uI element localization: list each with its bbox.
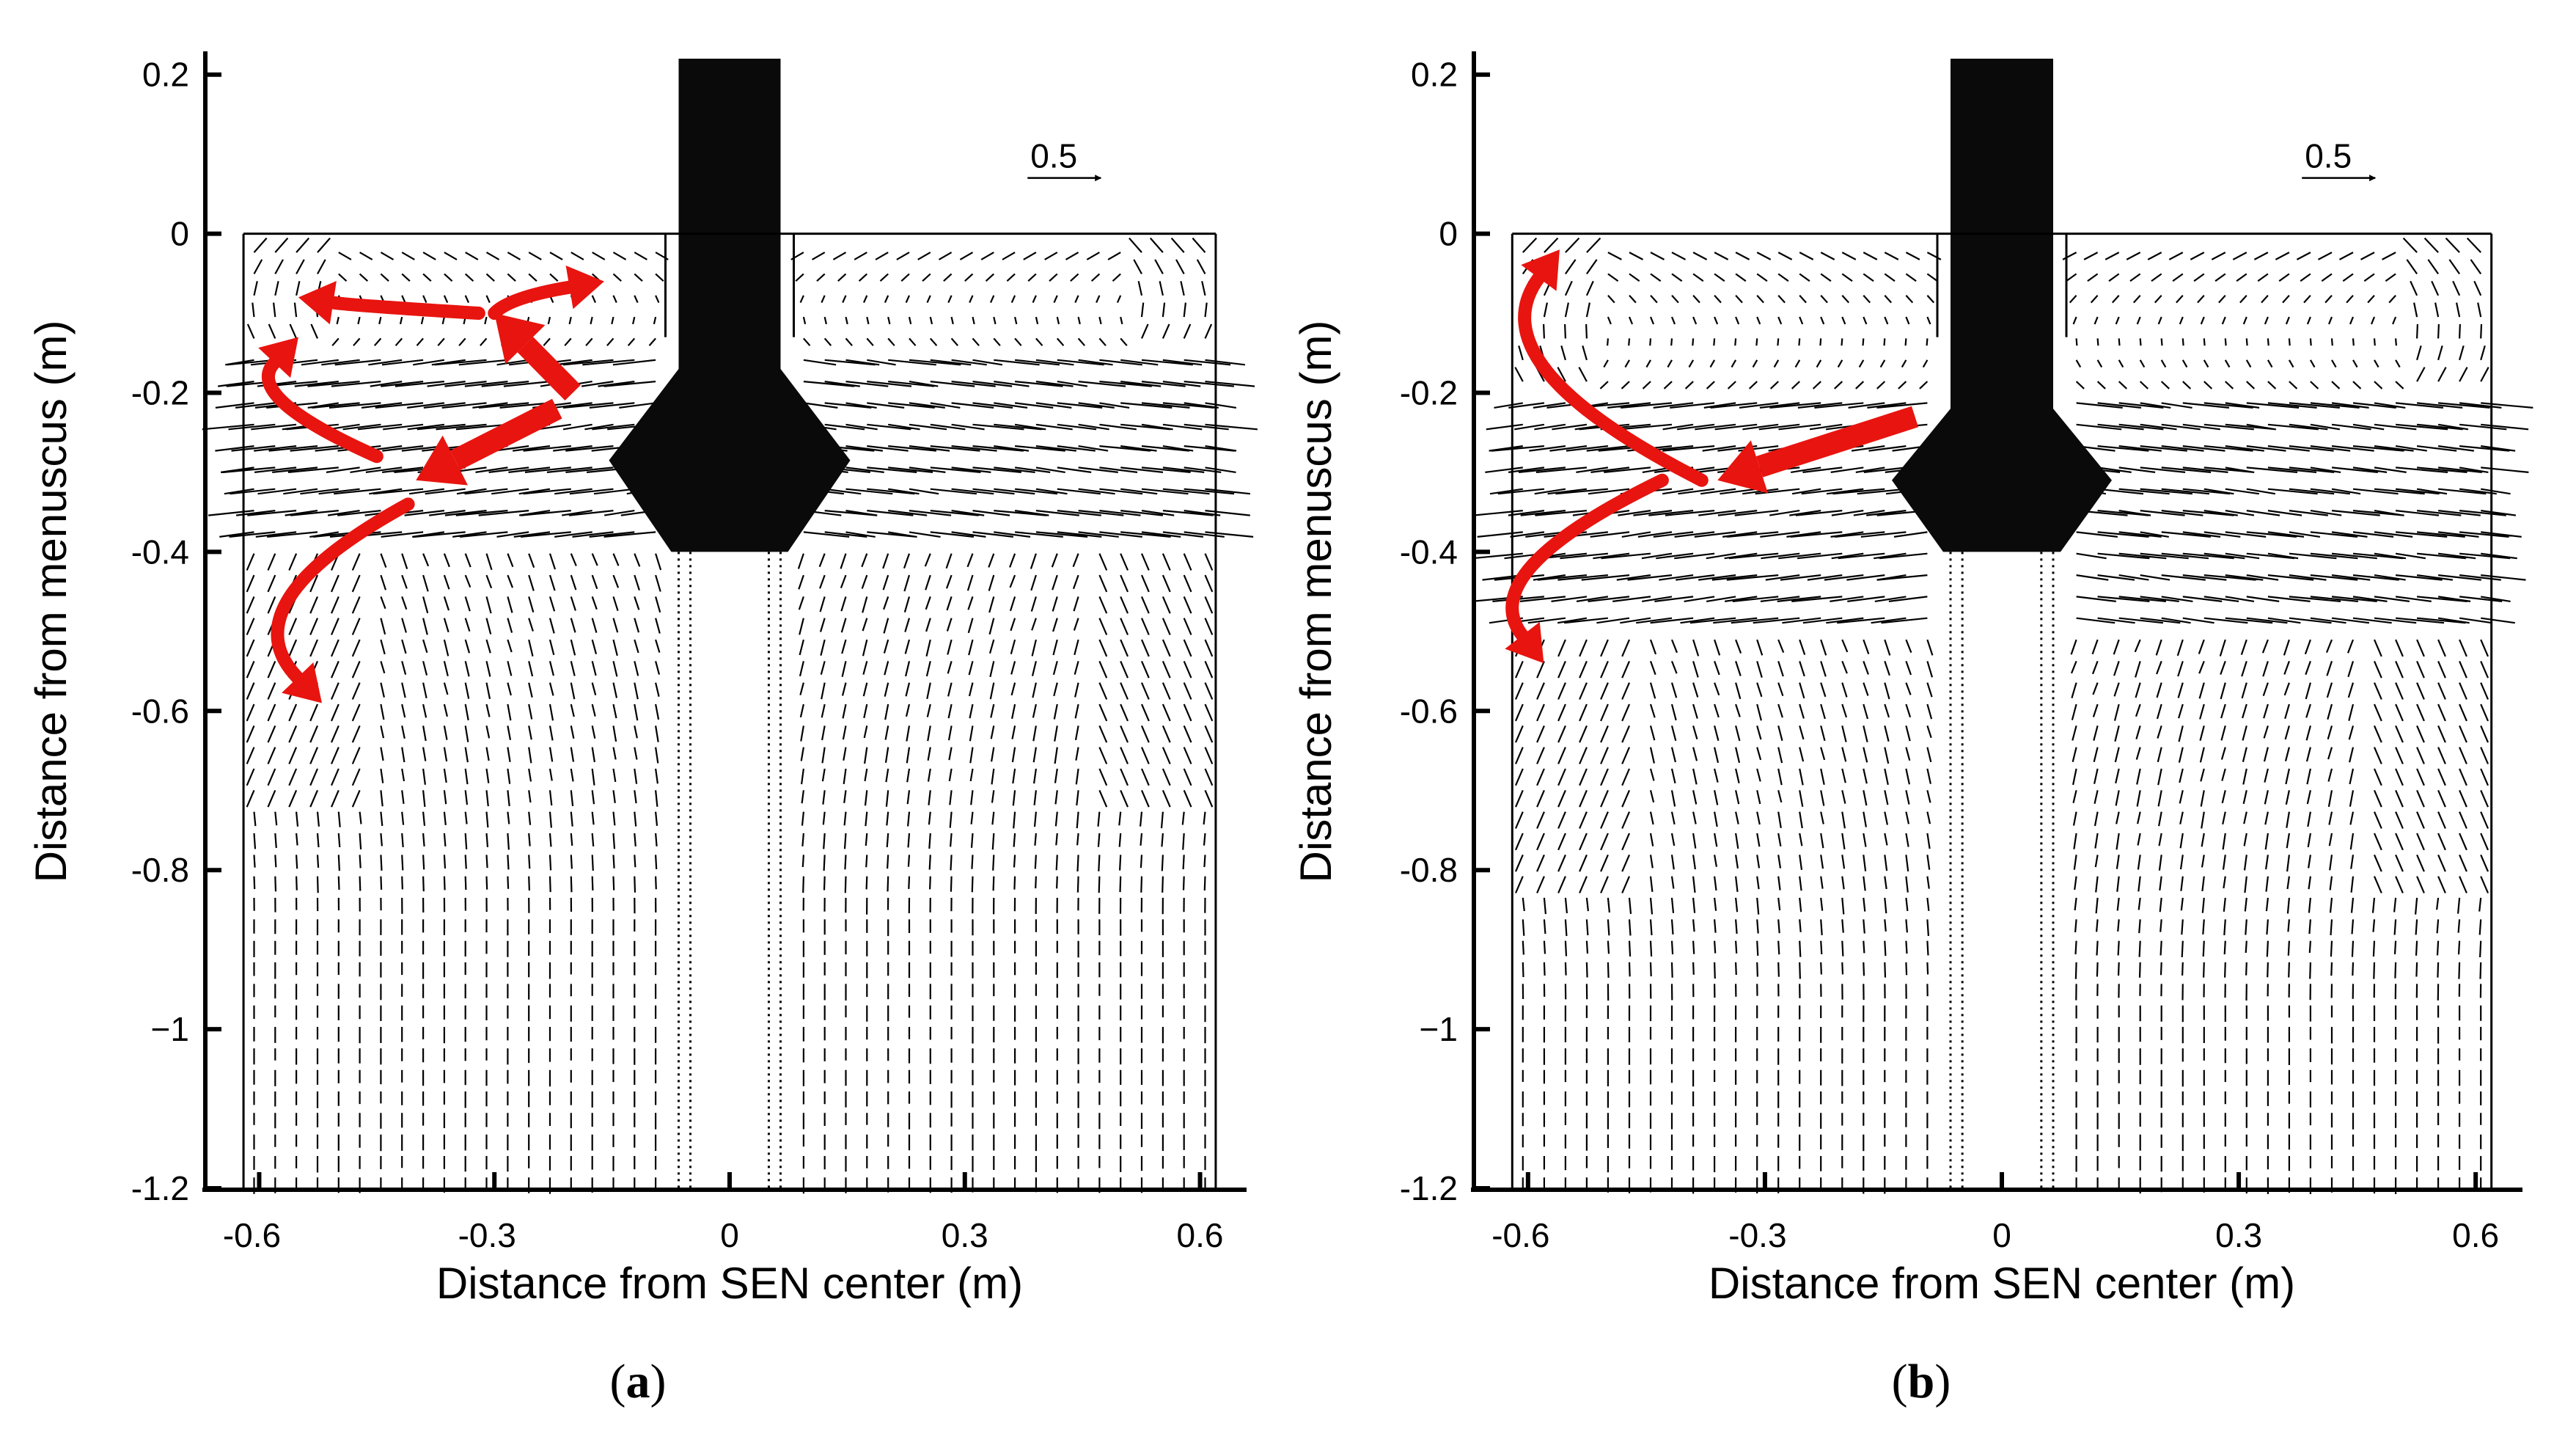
flow-arrow-body <box>517 337 581 401</box>
panel-label: b <box>1908 1355 1935 1408</box>
y-tick-label: −1 <box>1420 1010 1458 1048</box>
x-tick-label: 0.3 <box>2215 1216 2262 1254</box>
y-tick-labels: 0.2 0 -0.2 -0.4 -0.6 -0.8 −1 -1.2 <box>131 56 189 1207</box>
flow-arrow-head <box>494 313 546 365</box>
y-tick-label: -1.2 <box>1400 1169 1458 1207</box>
flow-arrow-head <box>1505 621 1544 664</box>
x-tick-labels: -0.6 -0.3 0 0.3 0.6 <box>1491 1216 2499 1254</box>
x-tick-label: -0.3 <box>1728 1216 1786 1254</box>
velocity-vectors <box>1471 237 2533 1194</box>
panel-b: 0.2 0 -0.2 -0.4 -0.6 -0.8 −1 -1.2 -0.6 -… <box>1291 51 2533 1408</box>
reference-vector-label: 0.5 <box>1030 137 1077 175</box>
flow-arrow-body <box>326 296 485 321</box>
flow-arrow-body <box>271 497 415 684</box>
flow-arrow-head <box>565 266 604 310</box>
sen-jet-column <box>1892 59 2112 552</box>
y-tick-label: 0 <box>170 215 189 253</box>
flow-arrow-head <box>282 662 322 703</box>
y-tick-label: -0.4 <box>131 533 189 571</box>
y-tick-label: -0.2 <box>1400 373 1458 411</box>
x-tick-label: 0.6 <box>2452 1216 2499 1254</box>
mold-outline <box>242 233 1217 1188</box>
axes <box>202 51 1247 1192</box>
y-tick-label: 0.2 <box>142 56 189 94</box>
panel-caption: (a) <box>610 1355 667 1408</box>
flow-arrows <box>258 266 604 703</box>
y-tick-label: −1 <box>151 1010 189 1048</box>
sen-nozzle <box>1892 59 2112 552</box>
x-tick-labels: -0.6 -0.3 0 0.3 0.6 <box>223 1216 1224 1254</box>
flow-arrow-head <box>258 337 298 378</box>
y-tick-label: -0.2 <box>131 373 189 411</box>
flow-arrow-body <box>1518 271 1709 487</box>
reference-vector: 0.5 <box>2302 137 2377 182</box>
vector-field <box>202 237 1258 1194</box>
x-axis-title: Distance from SEN center (m) <box>1709 1259 2295 1308</box>
y-tick-label: -0.4 <box>1400 533 1458 571</box>
y-tick-label: -0.8 <box>131 851 189 889</box>
flow-arrow-head <box>1717 440 1769 494</box>
axes <box>1471 51 2522 1192</box>
mold-outline <box>1511 233 2493 1188</box>
reference-vector-label: 0.5 <box>2305 137 2352 175</box>
y-axis-title: Distance from menuscus (m) <box>1291 321 1340 883</box>
y-tick-label: -0.6 <box>1400 692 1458 730</box>
flow-arrow-head <box>416 435 469 486</box>
x-tick-label: 0.3 <box>942 1216 988 1254</box>
x-tick-label: -0.3 <box>458 1216 516 1254</box>
x-tick-label: 0 <box>1992 1216 2011 1254</box>
flow-arrow-head <box>1521 249 1560 291</box>
y-tick-labels: 0.2 0 -0.2 -0.4 -0.6 -0.8 −1 -1.2 <box>1400 56 1458 1207</box>
y-tick-label: -0.8 <box>1400 851 1458 889</box>
panel-caption: (b) <box>1892 1355 1951 1408</box>
vector-field <box>1471 237 2533 1194</box>
flow-arrow-body <box>488 280 576 321</box>
y-tick-label: 0 <box>1439 215 1458 253</box>
x-tick-label: 0 <box>720 1216 739 1254</box>
flow-arrow-body <box>1755 406 1919 478</box>
x-tick-label: -0.6 <box>223 1216 281 1254</box>
y-axis-title: Distance from menuscus (m) <box>26 321 76 883</box>
sen-jet-column <box>609 59 851 552</box>
panel-label: a <box>626 1355 650 1408</box>
sen-nozzle <box>609 59 851 552</box>
flow-arrows <box>1505 249 1919 664</box>
flow-arrow-body <box>1505 473 1669 643</box>
y-tick-label: -0.6 <box>131 692 189 730</box>
velocity-vectors <box>202 237 1258 1194</box>
flow-arrow-body <box>450 398 562 471</box>
flow-arrow-head <box>298 280 337 325</box>
x-tick-label: -0.6 <box>1491 1216 1549 1254</box>
x-axis-title: Distance from SEN center (m) <box>436 1259 1023 1308</box>
y-tick-label: -1.2 <box>131 1169 189 1207</box>
flow-arrow-body <box>261 356 384 464</box>
panel-a: 0.2 0 -0.2 -0.4 -0.6 -0.8 −1 -1.2 -0.6 -… <box>26 51 1258 1408</box>
reference-vector: 0.5 <box>1027 137 1102 182</box>
y-tick-label: 0.2 <box>1411 56 1458 94</box>
x-tick-label: 0.6 <box>1177 1216 1224 1254</box>
